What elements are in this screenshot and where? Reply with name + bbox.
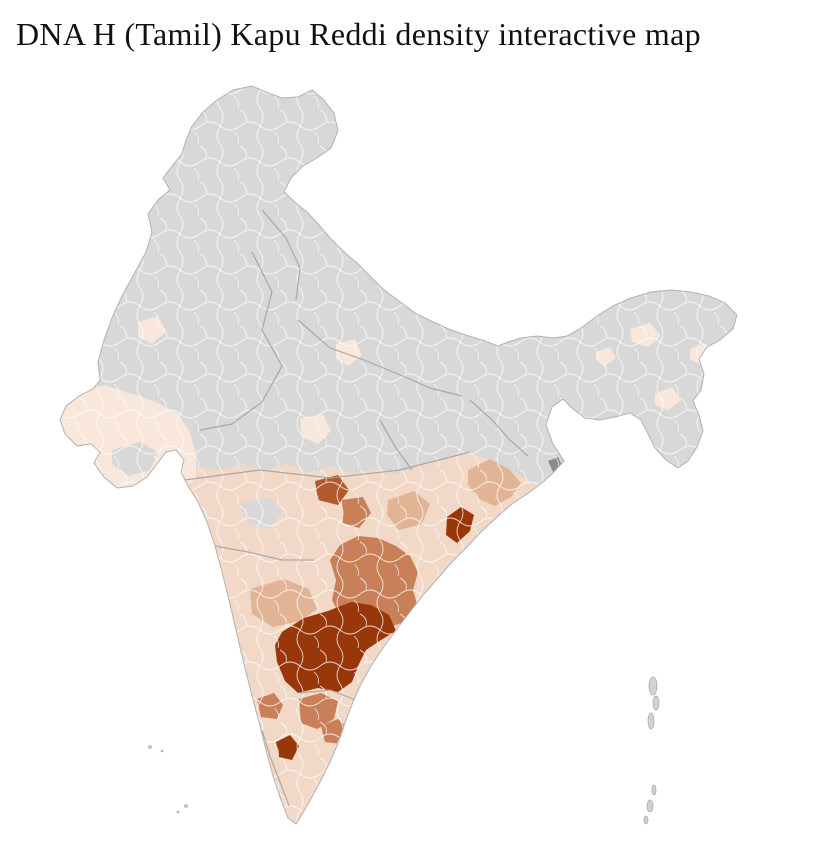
island[interactable] [652,695,660,711]
state-border-line [379,419,413,471]
state-border-line [261,729,290,807]
lakshadweep-islands[interactable] [148,745,188,814]
state-border-line [469,399,529,457]
island[interactable] [648,676,658,696]
island[interactable] [651,784,657,796]
island[interactable] [176,810,180,814]
state-border-line [199,251,283,431]
andaman-nicobar-islands[interactable] [643,676,660,825]
island[interactable] [184,804,188,808]
island[interactable] [647,712,655,730]
state-border-line [184,451,471,481]
page-title: DNA H (Tamil) Kapu Reddi density interac… [16,16,701,52]
island[interactable] [148,745,152,749]
district-border-mesh [60,86,737,824]
state-borders [184,209,529,807]
island[interactable] [643,815,649,825]
island[interactable] [646,799,654,813]
state-border-line [299,689,357,701]
state-border-line [297,319,463,397]
island[interactable] [160,749,164,753]
state-border-line [214,545,314,561]
state-border-line [261,209,301,301]
